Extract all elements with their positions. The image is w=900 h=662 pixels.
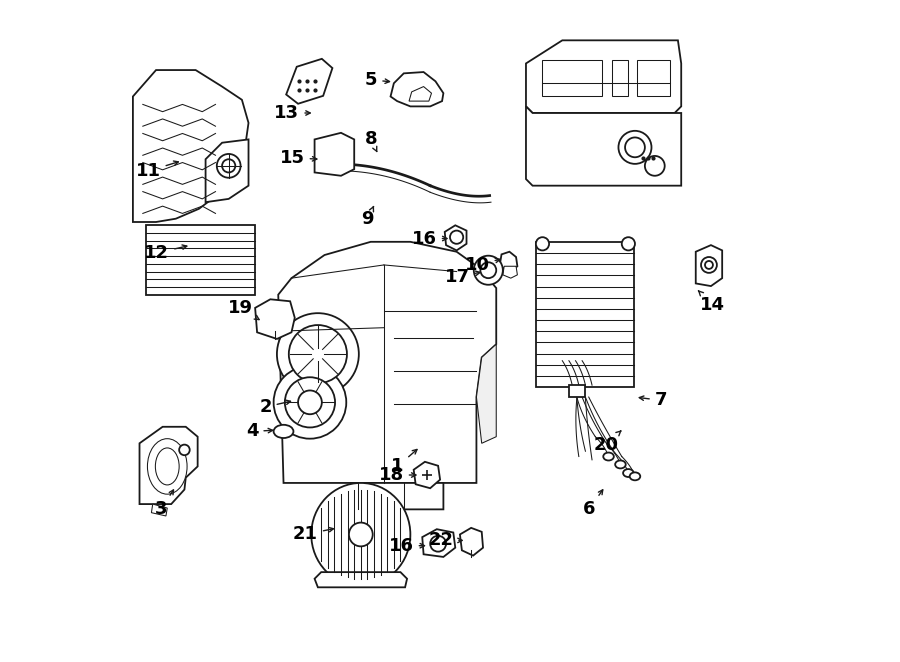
Ellipse shape xyxy=(450,230,464,244)
Ellipse shape xyxy=(603,453,614,461)
Ellipse shape xyxy=(298,391,322,414)
FancyBboxPatch shape xyxy=(536,242,634,387)
Text: 1: 1 xyxy=(392,449,417,475)
Ellipse shape xyxy=(623,469,634,477)
Text: 12: 12 xyxy=(144,244,187,262)
Ellipse shape xyxy=(349,522,373,546)
Ellipse shape xyxy=(277,313,359,395)
Polygon shape xyxy=(526,107,681,185)
Polygon shape xyxy=(503,266,517,278)
Text: 2: 2 xyxy=(259,398,291,416)
Text: 13: 13 xyxy=(274,104,310,122)
Ellipse shape xyxy=(217,154,240,177)
Ellipse shape xyxy=(622,237,635,250)
Polygon shape xyxy=(205,140,248,202)
Text: 16: 16 xyxy=(412,230,447,248)
Polygon shape xyxy=(526,40,681,113)
FancyBboxPatch shape xyxy=(146,225,255,295)
Ellipse shape xyxy=(179,445,190,455)
Polygon shape xyxy=(422,529,455,557)
Text: 17: 17 xyxy=(445,268,480,286)
Text: 20: 20 xyxy=(593,431,621,453)
Ellipse shape xyxy=(274,366,346,439)
Ellipse shape xyxy=(705,261,713,269)
Polygon shape xyxy=(347,483,444,509)
Ellipse shape xyxy=(626,138,645,158)
Polygon shape xyxy=(391,72,444,107)
Polygon shape xyxy=(460,528,483,555)
FancyBboxPatch shape xyxy=(637,60,670,97)
Text: 5: 5 xyxy=(364,71,390,89)
Polygon shape xyxy=(445,225,466,250)
Text: 3: 3 xyxy=(155,490,174,518)
Ellipse shape xyxy=(289,325,347,383)
Ellipse shape xyxy=(430,536,446,551)
Polygon shape xyxy=(500,252,518,271)
Polygon shape xyxy=(140,427,198,504)
Text: 4: 4 xyxy=(246,422,273,440)
Ellipse shape xyxy=(148,439,187,494)
Ellipse shape xyxy=(630,473,640,481)
Polygon shape xyxy=(476,344,496,444)
Ellipse shape xyxy=(701,257,717,273)
Text: 18: 18 xyxy=(379,466,416,484)
Text: 8: 8 xyxy=(364,130,377,152)
Text: 10: 10 xyxy=(464,256,500,274)
Ellipse shape xyxy=(481,262,496,278)
Ellipse shape xyxy=(156,448,179,485)
Polygon shape xyxy=(414,462,440,489)
Ellipse shape xyxy=(311,483,410,586)
FancyBboxPatch shape xyxy=(612,60,628,97)
Ellipse shape xyxy=(536,237,549,250)
Ellipse shape xyxy=(473,256,503,285)
Text: 14: 14 xyxy=(698,291,724,314)
Polygon shape xyxy=(696,245,722,286)
Text: 11: 11 xyxy=(136,161,178,180)
Text: 9: 9 xyxy=(362,207,374,228)
Text: 15: 15 xyxy=(280,149,317,167)
Text: 16: 16 xyxy=(389,537,425,555)
Polygon shape xyxy=(315,572,407,587)
Polygon shape xyxy=(151,504,167,516)
Text: 19: 19 xyxy=(228,299,259,320)
Polygon shape xyxy=(286,59,332,104)
Polygon shape xyxy=(278,242,496,483)
Ellipse shape xyxy=(274,425,293,438)
Text: 7: 7 xyxy=(639,391,667,409)
Ellipse shape xyxy=(284,377,335,428)
Text: 22: 22 xyxy=(428,532,463,549)
FancyBboxPatch shape xyxy=(543,60,602,97)
Polygon shape xyxy=(315,133,355,175)
Ellipse shape xyxy=(616,461,625,469)
Polygon shape xyxy=(255,299,295,339)
Polygon shape xyxy=(409,87,431,101)
Text: 6: 6 xyxy=(583,490,603,518)
Polygon shape xyxy=(133,70,248,222)
Ellipse shape xyxy=(222,160,235,173)
FancyBboxPatch shape xyxy=(569,385,585,397)
Ellipse shape xyxy=(618,131,652,164)
Text: 21: 21 xyxy=(292,526,334,544)
Ellipse shape xyxy=(645,156,665,175)
